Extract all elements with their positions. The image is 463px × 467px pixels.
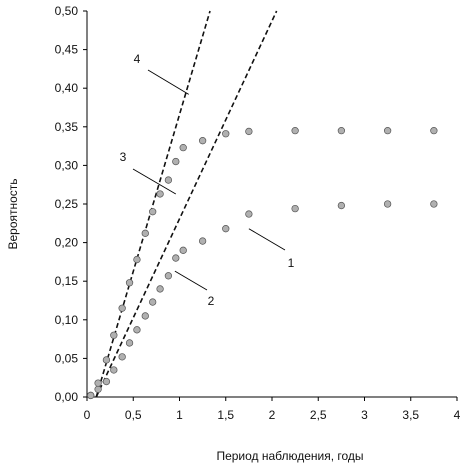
series-1-point [172, 254, 180, 262]
series-3-point [383, 127, 392, 135]
series-1-point [141, 312, 149, 320]
x-tick-label: 4 [454, 408, 461, 422]
series-3-point [125, 279, 134, 287]
callout-3-label: 3 [120, 150, 127, 164]
series-1-point [337, 201, 346, 210]
callout-2-label: 2 [208, 294, 215, 308]
y-tick-label: 0,00 [55, 390, 79, 404]
axes [86, 11, 457, 398]
x-tick-label: 3 [361, 408, 368, 422]
series-3-point [430, 127, 438, 135]
series-3-point [141, 229, 149, 237]
y-tick-label: 0,40 [55, 81, 79, 95]
y-tick-label: 0,10 [55, 313, 79, 327]
callout-4-label: 4 [134, 52, 141, 66]
callout-4-leader [147, 69, 189, 95]
series-3-point [222, 130, 230, 138]
y-axis-title: Вероятность [6, 178, 20, 249]
series-3-point [118, 304, 126, 312]
series-1-point [179, 246, 187, 254]
series-1-point [110, 366, 118, 374]
series-3-point [164, 176, 173, 184]
series-1-point [118, 353, 126, 361]
x-tick-label: 0,5 [125, 408, 142, 422]
series-1-point [102, 377, 111, 386]
x-tick-label: 1,5 [217, 408, 234, 422]
series-3-point [198, 137, 207, 145]
y-tick-label: 0,15 [55, 274, 79, 288]
x-tick-label: 2 [269, 408, 276, 422]
series-1-point [125, 339, 134, 347]
ticks: 0,00 0,05 0,10 0,15 0,20 0,25 0,30 0,35 0,40 0,45… [55, 4, 461, 422]
series-1-point [291, 204, 299, 213]
callouts: 1 2 3 4 [120, 52, 295, 308]
series-3-point [133, 255, 141, 264]
series-1-point [383, 200, 392, 208]
y-tick-label: 0,20 [55, 236, 79, 250]
series-3-point [156, 190, 164, 198]
x-axis-title: Период наблюдения, годы [216, 449, 363, 463]
series-2-line [95, 10, 278, 398]
series-1-point [222, 225, 230, 233]
series-3-point [149, 208, 157, 216]
series-1-point [164, 272, 173, 280]
series-layer [87, 10, 438, 400]
y-tick-label: 0,50 [55, 4, 79, 18]
callout-2-leader [174, 270, 208, 291]
y-tick-label: 0,25 [55, 197, 79, 211]
callout-1-leader [248, 228, 286, 251]
series-1-point [133, 326, 141, 334]
x-tick-label: 0 [84, 408, 91, 422]
series-3-point [337, 127, 346, 135]
series-1-point [156, 285, 164, 293]
series-3-point [110, 331, 118, 339]
series-4-line [95, 10, 211, 398]
series-3-point [87, 391, 95, 400]
y-tick-label: 0,45 [55, 43, 79, 57]
series-3-point [94, 379, 102, 387]
series-1-point [94, 385, 102, 393]
callout-1-label: 1 [288, 256, 295, 270]
y-tick-label: 0,30 [55, 158, 79, 172]
series-3-point [291, 127, 299, 135]
series-1-point [198, 237, 207, 245]
series-3-point [172, 157, 180, 166]
x-tick-label: 3,5 [402, 408, 419, 422]
callout-3-leader [132, 168, 177, 195]
y-tick-label: 0,35 [55, 120, 79, 134]
series-1-point [430, 200, 438, 208]
x-tick-label: 2,5 [310, 408, 327, 422]
y-tick-label: 0,05 [55, 351, 79, 365]
series-3-point [102, 356, 111, 364]
series-3-point [179, 143, 187, 152]
series-3-point [245, 127, 253, 136]
series-1-point [149, 298, 157, 306]
series-1-point [245, 210, 253, 218]
x-tick-label: 1 [176, 408, 183, 422]
